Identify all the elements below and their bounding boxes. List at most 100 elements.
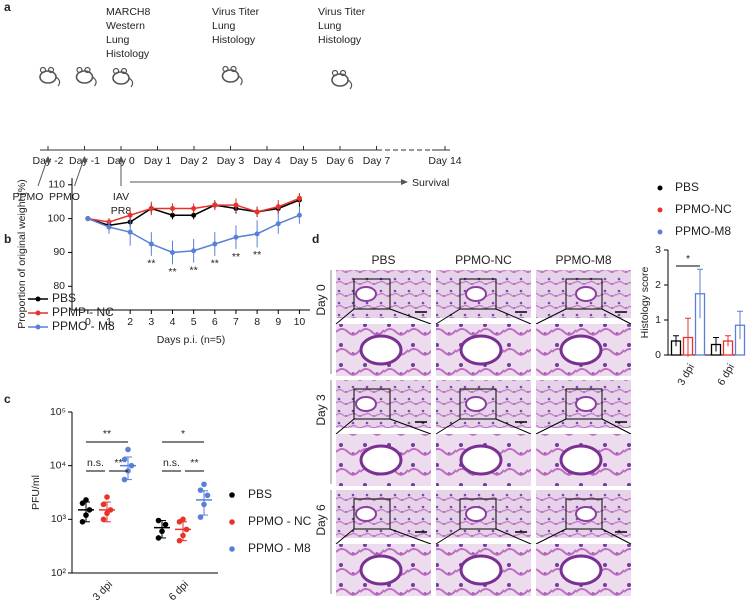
point <box>233 202 239 208</box>
day-label: Day 2 <box>180 155 208 167</box>
histology-image <box>336 380 431 428</box>
event-label: Lung <box>106 34 130 46</box>
y-tick-label: 110 <box>48 179 65 191</box>
zoom-line <box>389 308 432 325</box>
point <box>121 456 128 463</box>
outcome-label: Survival <box>412 177 449 189</box>
event-label: Virus Titer <box>212 6 260 18</box>
y-tick-label: 0 <box>655 349 661 361</box>
comparison-label: n.s. <box>87 457 104 469</box>
x-tick-label: 0 <box>85 316 91 328</box>
zoom-line <box>435 418 461 435</box>
treatment-label: PPMO <box>13 191 44 203</box>
inset-box <box>353 388 391 420</box>
comparison-label: * <box>181 428 185 440</box>
legend-marker <box>229 546 235 552</box>
treatment-label: IAV <box>113 191 129 203</box>
day-label: Day 7 <box>363 155 391 167</box>
legend-marker <box>35 310 41 316</box>
mouse-ear <box>222 65 229 73</box>
panel-label: c <box>4 392 11 406</box>
y-tick-label: 100 <box>47 212 65 224</box>
y-tick-label: 90 <box>53 246 65 258</box>
airway <box>355 396 377 412</box>
y-axis-label: Histology score <box>639 266 651 338</box>
mouse-ear <box>76 66 83 74</box>
mouse-ear <box>47 66 55 74</box>
treatment-label: PR8 <box>111 205 132 217</box>
inset-box <box>565 388 603 420</box>
significance-label: ** <box>190 264 198 276</box>
day-label: Day 14 <box>428 155 461 167</box>
airway <box>465 506 487 522</box>
arrow-head <box>401 179 408 185</box>
zoom-line <box>601 528 632 545</box>
event-label: Histology <box>318 34 362 46</box>
treatment-label: PPMO <box>49 191 80 203</box>
point <box>127 212 133 218</box>
point <box>169 212 175 218</box>
arrow-head <box>118 156 124 162</box>
airway-zoom <box>459 444 503 476</box>
legend-label: PPMO - M8 <box>52 319 115 333</box>
point <box>127 229 133 235</box>
event-label: Western <box>106 20 145 32</box>
y-axis-label: Proportion of original weight (%) <box>16 179 28 328</box>
inset-box <box>459 498 497 530</box>
legend-label: PPMO-M8 <box>675 224 731 238</box>
x-tick-label: 3 <box>148 316 154 328</box>
row-label: Day 3 <box>314 394 328 426</box>
inset-box <box>565 278 603 310</box>
inset-box <box>565 498 603 530</box>
mouse-tail <box>238 75 243 86</box>
airway <box>575 286 597 302</box>
x-tick-label: 6 dpi <box>166 579 191 602</box>
y-tick-label: 3 <box>655 244 661 256</box>
arrow-head <box>81 156 88 162</box>
inset-box <box>459 388 497 420</box>
column-header: PPMO-M8 <box>555 253 611 267</box>
point <box>197 487 204 493</box>
x-tick-label: 7 <box>233 316 239 328</box>
airway <box>465 286 487 302</box>
legend-label: PPMO - NC <box>248 514 312 528</box>
x-tick-label: 1 <box>106 316 112 328</box>
y-tick-label: 2 <box>655 279 661 291</box>
zoom-line <box>435 528 461 545</box>
airway-zoom <box>559 334 603 366</box>
point <box>275 204 281 210</box>
significance-label: * <box>686 253 690 265</box>
day-label: Day 5 <box>290 155 318 167</box>
zoom-line <box>335 418 355 435</box>
point <box>296 212 302 218</box>
significance-label: ** <box>232 251 240 263</box>
airway <box>575 506 597 522</box>
airway-zoom <box>459 334 503 366</box>
x-axis-label: Days p.i. (n=5) <box>157 334 226 346</box>
point <box>83 497 89 503</box>
comparison-label: n.s. <box>163 457 180 469</box>
y-tick-label: 80 <box>53 280 65 292</box>
comparison-label: ** <box>103 428 111 440</box>
point <box>148 241 154 247</box>
y-tick-label: 10³ <box>51 513 67 525</box>
day-label: Day 3 <box>217 155 245 167</box>
x-tick-label: 10 <box>294 316 306 328</box>
zoom-line <box>535 528 567 545</box>
point <box>162 521 169 528</box>
event-label: Virus Titer <box>318 6 366 18</box>
legend-marker <box>657 185 663 191</box>
legend-label: PBS <box>675 180 699 194</box>
point <box>191 248 197 254</box>
point <box>191 212 197 218</box>
legend-marker <box>229 492 235 498</box>
x-tick-label: 8 <box>254 316 260 328</box>
x-tick-label: 6 dpi <box>715 362 737 388</box>
point <box>100 516 107 523</box>
mouse-ear <box>120 67 128 75</box>
point <box>100 501 107 508</box>
airway-zoom <box>559 444 603 476</box>
point <box>204 492 211 499</box>
legend-marker <box>229 519 235 525</box>
significance-label: ** <box>253 249 261 261</box>
